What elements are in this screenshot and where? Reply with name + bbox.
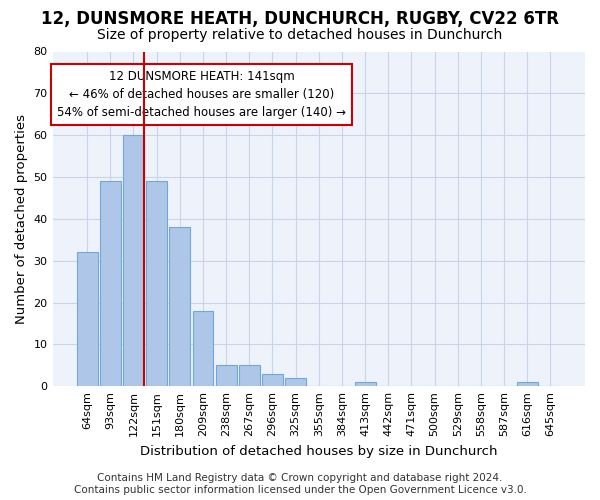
- Bar: [355, 382, 376, 386]
- Bar: [262, 374, 283, 386]
- Bar: [77, 252, 98, 386]
- Bar: [216, 366, 236, 386]
- Y-axis label: Number of detached properties: Number of detached properties: [15, 114, 28, 324]
- Text: 12, DUNSMORE HEATH, DUNCHURCH, RUGBY, CV22 6TR: 12, DUNSMORE HEATH, DUNCHURCH, RUGBY, CV…: [41, 10, 559, 28]
- Bar: [193, 311, 214, 386]
- Bar: [169, 227, 190, 386]
- Text: 12 DUNSMORE HEATH: 141sqm
← 46% of detached houses are smaller (120)
54% of semi: 12 DUNSMORE HEATH: 141sqm ← 46% of detac…: [57, 70, 346, 119]
- X-axis label: Distribution of detached houses by size in Dunchurch: Distribution of detached houses by size …: [140, 444, 497, 458]
- Text: Size of property relative to detached houses in Dunchurch: Size of property relative to detached ho…: [97, 28, 503, 42]
- Bar: [517, 382, 538, 386]
- Bar: [285, 378, 306, 386]
- Bar: [239, 366, 260, 386]
- Bar: [123, 135, 144, 386]
- Bar: [100, 181, 121, 386]
- Text: Contains HM Land Registry data © Crown copyright and database right 2024.
Contai: Contains HM Land Registry data © Crown c…: [74, 474, 526, 495]
- Bar: [146, 181, 167, 386]
